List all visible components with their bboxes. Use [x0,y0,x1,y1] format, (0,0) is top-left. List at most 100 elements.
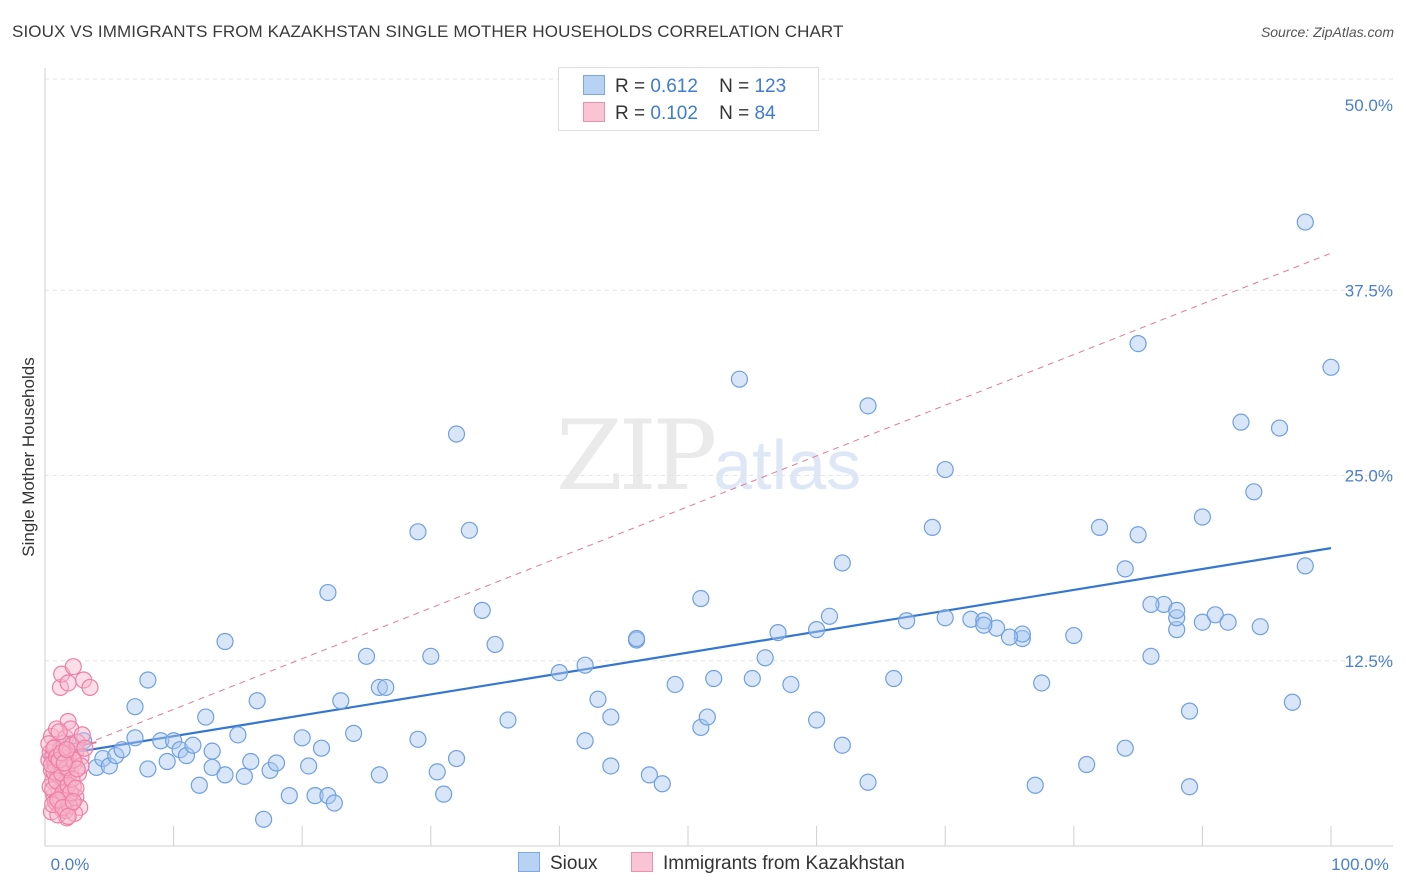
kazakhstan-trend-line [44,252,1332,761]
sioux-point [319,583,337,602]
sioux-point [936,609,954,627]
r-value: 0.612 [650,76,698,97]
sioux-point [589,690,607,708]
sioux-swatch [518,852,540,872]
sioux-point [1296,557,1314,575]
sioux-point [1065,626,1083,645]
kazakhstan-point [76,739,94,757]
sioux-point [107,746,125,765]
source-note: Source: ZipAtlas.com [1260,24,1394,40]
sioux-point [113,741,131,759]
kazakhstan-point [81,678,99,697]
zipatlas-watermark: ZIPatlas [556,400,862,512]
sioux-point [190,776,208,794]
kazakhstan-swatch [583,102,605,122]
sioux-point [1142,595,1160,614]
sioux-point [756,649,774,667]
sioux-point [370,678,388,697]
sioux-point [280,787,298,805]
sioux-point [1270,419,1289,437]
sioux-point [833,736,851,754]
sioux-point [216,632,234,651]
sioux-point [653,775,671,793]
sioux-swatch [583,75,605,95]
sioux-point [139,760,157,778]
sioux-point [255,810,273,828]
kazakhstan-point [50,723,68,741]
sioux-point [216,766,234,784]
sioux-point [550,664,569,682]
y-tick-label: 37.5% [1345,281,1393,300]
kazakhstan-point [54,798,72,817]
data-points [40,213,1340,828]
sioux-point [1193,613,1212,631]
sioux-point [312,739,331,757]
sioux-point [1283,693,1302,711]
sioux-point [1180,778,1199,796]
sioux-point [975,616,993,634]
sioux-point [1219,613,1237,631]
kazakhstan-point [73,726,91,744]
sioux-point [139,671,157,689]
sioux-point [807,711,826,729]
sioux-point [100,757,118,775]
sioux-point [460,521,478,539]
sioux-point [422,647,440,665]
sioux-point [499,711,517,729]
sioux-point [306,787,324,805]
trend-lines [44,252,1332,761]
sioux-point [1116,739,1134,757]
sioux-point [1129,335,1147,353]
sioux-point [859,397,877,415]
sioux-point [293,729,311,747]
sioux-point [229,726,247,744]
y-axis-title: Single Mother Households [19,357,38,556]
sioux-point [833,554,851,572]
sioux-point [1013,629,1031,648]
chart-title: SIOUX VS IMMIGRANTS FROM KAZAKHSTAN SING… [12,22,844,41]
sioux-point [602,708,620,726]
legend-row-sioux: R = 0.612 N = 123 [583,75,786,99]
sioux-point [1168,621,1186,639]
r-value: 0.102 [650,103,698,124]
kazakhstan-swatch [631,852,653,872]
sioux-point [698,708,716,726]
sioux-point [203,758,221,777]
x-tick-label: 100.0% [1331,855,1389,874]
sioux-point [807,621,826,639]
kazakhstan-point [67,779,85,797]
sioux-point [242,752,260,771]
sioux-point [576,732,594,750]
sioux-point [1168,601,1186,619]
sioux-trend-line [44,547,1332,759]
sioux-point [267,754,286,772]
sioux-point [936,460,954,479]
n-value: 84 [754,103,776,124]
sioux-point [1026,776,1044,794]
sioux-point [300,757,318,775]
sioux-point [248,692,266,710]
y-tick-label: 12.5% [1345,652,1393,671]
sioux-point [158,752,176,771]
sioux-point [486,635,504,654]
sioux-point [325,794,343,812]
sioux-point [1206,606,1224,624]
sioux-point [184,736,202,754]
sioux-point [1245,483,1263,501]
kazakhstan-point [64,658,82,676]
sioux-point [1232,413,1250,431]
r-label: R = [615,103,646,124]
sioux-point [428,763,446,781]
sioux-point [332,692,350,710]
kazakhstan-point [58,741,76,759]
sioux-point [1193,508,1212,526]
sioux-point [152,732,170,750]
legend-row-kazakhstan: R = 0.102 N = 84 [583,102,776,126]
sioux-point [1322,358,1340,376]
sioux-point [692,589,710,608]
bottom-legend-kazakhstan: Immigrants from Kazakhstan [631,852,905,876]
sioux-point [666,675,684,694]
bottom-legend-sioux: Sioux [518,852,598,876]
sioux-point [692,718,710,737]
